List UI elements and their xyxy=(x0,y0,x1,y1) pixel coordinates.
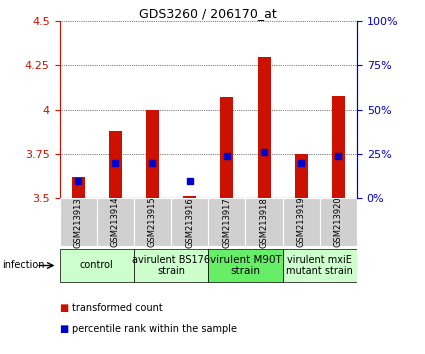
Bar xyxy=(183,196,196,198)
Bar xyxy=(71,177,85,198)
Text: GSM213916: GSM213916 xyxy=(185,197,194,247)
Bar xyxy=(96,198,134,246)
Bar xyxy=(283,249,357,282)
Bar xyxy=(134,198,171,246)
Bar xyxy=(320,198,357,246)
Text: transformed count: transformed count xyxy=(72,303,163,313)
Title: GDS3260 / 206170_at: GDS3260 / 206170_at xyxy=(139,7,277,20)
Text: virulent M90T
strain: virulent M90T strain xyxy=(210,255,281,276)
Bar xyxy=(60,249,134,282)
Bar xyxy=(171,198,208,246)
Bar xyxy=(295,154,308,198)
Text: percentile rank within the sample: percentile rank within the sample xyxy=(72,324,237,334)
Bar xyxy=(146,110,159,198)
Text: ■: ■ xyxy=(60,303,69,313)
Bar xyxy=(283,198,320,246)
Text: control: control xyxy=(80,261,113,270)
Bar xyxy=(134,249,208,282)
Text: GSM213920: GSM213920 xyxy=(334,197,343,247)
Bar xyxy=(109,131,122,198)
Bar xyxy=(245,198,283,246)
Text: virulent mxiE
mutant strain: virulent mxiE mutant strain xyxy=(286,255,353,276)
Text: avirulent BS176
strain: avirulent BS176 strain xyxy=(132,255,210,276)
Text: GSM213914: GSM213914 xyxy=(111,197,120,247)
Text: ■: ■ xyxy=(60,324,69,334)
Text: GSM213918: GSM213918 xyxy=(260,197,269,247)
Text: GSM213917: GSM213917 xyxy=(222,197,231,247)
Bar xyxy=(220,97,233,198)
Text: infection: infection xyxy=(2,261,45,270)
Text: GSM213915: GSM213915 xyxy=(148,197,157,247)
Bar xyxy=(60,198,96,246)
Text: GSM213919: GSM213919 xyxy=(297,197,306,247)
Bar xyxy=(208,249,283,282)
Text: GSM213913: GSM213913 xyxy=(74,197,82,247)
Bar xyxy=(332,96,345,198)
Bar xyxy=(208,198,245,246)
Bar xyxy=(258,57,271,198)
